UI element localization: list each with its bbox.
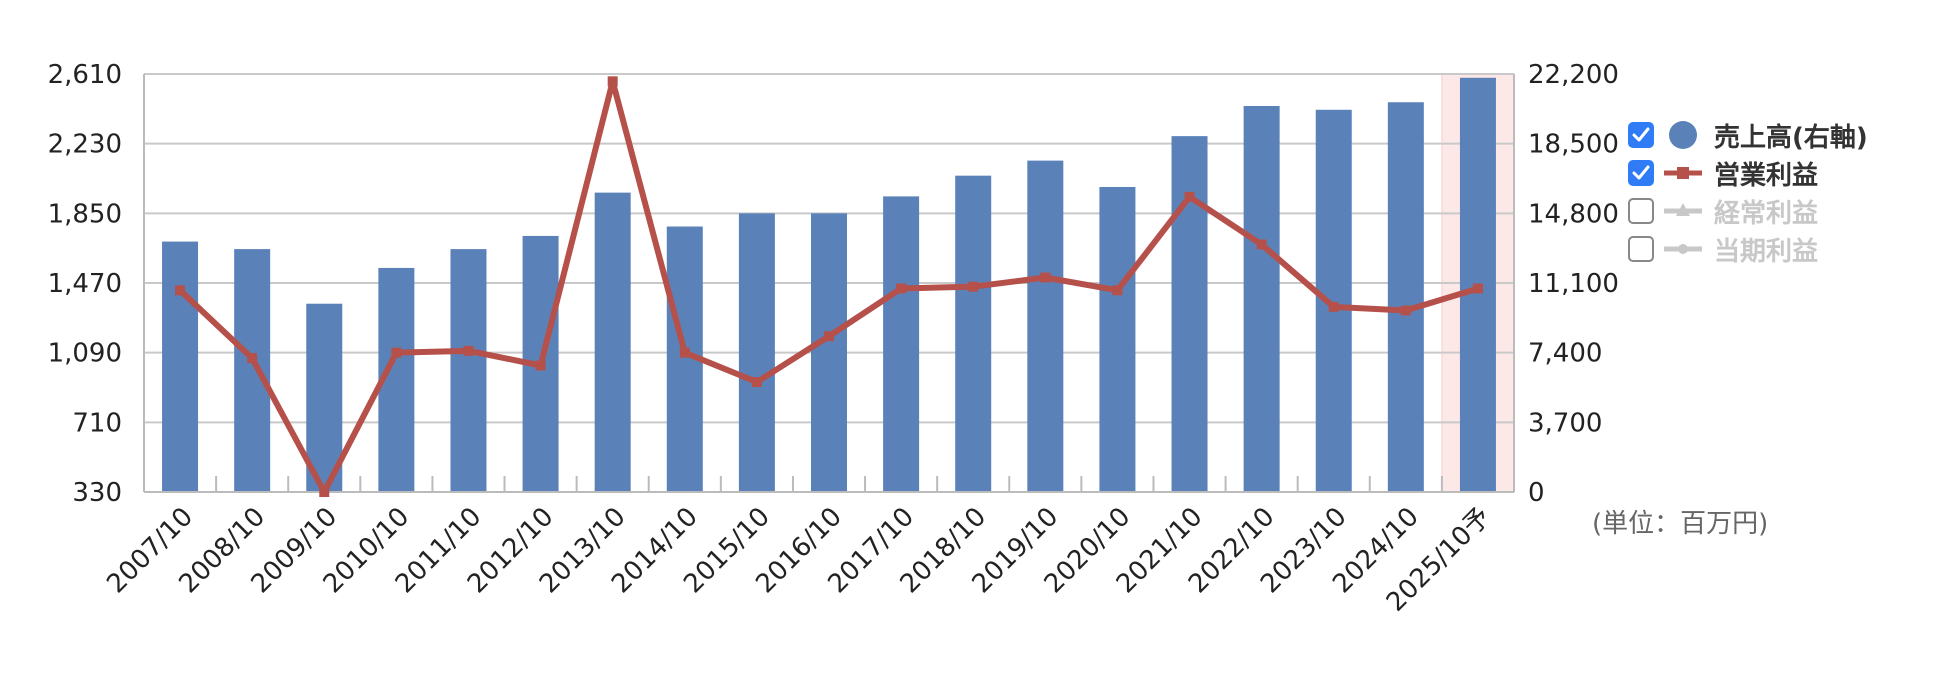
left-tick-label: 1,850 bbox=[48, 199, 122, 229]
line-point bbox=[1184, 191, 1195, 202]
line-point bbox=[896, 283, 907, 294]
bar bbox=[738, 213, 775, 493]
legend-item-sales[interactable]: 売上高(右軸) bbox=[1628, 116, 1868, 154]
axes bbox=[143, 74, 1515, 493]
line-point bbox=[1328, 301, 1339, 312]
legend-item-ordinary-profit[interactable]: 経常利益 bbox=[1628, 192, 1868, 230]
line-point bbox=[1112, 285, 1123, 296]
line-point bbox=[535, 360, 546, 371]
bar bbox=[1171, 136, 1208, 492]
left-tick-label: 2,610 bbox=[48, 60, 122, 90]
operating-profit-line bbox=[175, 76, 1483, 497]
sales-bars bbox=[162, 77, 1496, 493]
checkbox-operating-profit[interactable] bbox=[1628, 160, 1654, 186]
bar bbox=[234, 249, 271, 492]
line-point bbox=[679, 347, 690, 358]
bar bbox=[594, 192, 631, 492]
bar bbox=[1315, 109, 1352, 492]
x-axis-ticks: 2007/102008/102009/102010/102011/102012/… bbox=[101, 502, 1496, 618]
legend-label-net-profit: 当期利益 bbox=[1714, 236, 1819, 267]
line-point bbox=[1040, 272, 1051, 283]
legend-item-operating-profit[interactable]: 営業利益 bbox=[1628, 154, 1868, 192]
line-point bbox=[1256, 239, 1267, 250]
bar bbox=[306, 303, 343, 492]
left-axis-ticks: 330 710 1,090 1,470 1,850 2,230 2,610 bbox=[48, 60, 122, 508]
legend-label-sales: 売上高(右軸) bbox=[1714, 122, 1868, 153]
line-point bbox=[175, 285, 186, 296]
line-point bbox=[319, 487, 330, 497]
checkbox-net-profit[interactable] bbox=[1628, 236, 1654, 262]
line-point bbox=[391, 347, 402, 358]
bar bbox=[883, 196, 920, 492]
checkbox-sales[interactable] bbox=[1628, 122, 1654, 148]
right-tick-label: 11,100 bbox=[1528, 269, 1619, 299]
right-tick-label: 14,800 bbox=[1528, 199, 1619, 229]
line-point bbox=[824, 331, 834, 342]
legend-label-operating-profit: 営業利益 bbox=[1714, 160, 1819, 191]
legend: 売上高(右軸) 営業利益 経常利益 当期利益 bbox=[1628, 116, 1868, 268]
checkmark-icon bbox=[1632, 165, 1650, 180]
line-point bbox=[1472, 283, 1483, 294]
bar bbox=[162, 241, 199, 492]
bar bbox=[955, 175, 992, 493]
right-tick-label: 18,500 bbox=[1528, 130, 1619, 160]
right-tick-label: 3,700 bbox=[1528, 408, 1602, 438]
line-point bbox=[1400, 305, 1411, 316]
line-point bbox=[751, 377, 762, 387]
line-point bbox=[607, 76, 618, 87]
bar bbox=[1099, 186, 1136, 493]
circle-icon bbox=[1662, 121, 1704, 149]
right-tick-label: 7,400 bbox=[1528, 339, 1602, 369]
checkmark-icon bbox=[1632, 127, 1650, 142]
line-triangle-icon bbox=[1662, 198, 1704, 224]
line-point bbox=[247, 353, 258, 364]
left-tick-label: 1,090 bbox=[48, 339, 122, 369]
bar bbox=[450, 249, 487, 492]
legend-item-net-profit[interactable]: 当期利益 bbox=[1628, 230, 1868, 268]
left-tick-label: 330 bbox=[72, 478, 122, 508]
bar bbox=[1027, 160, 1064, 492]
bar bbox=[1243, 106, 1280, 493]
line-point bbox=[463, 345, 474, 356]
bar bbox=[811, 213, 847, 493]
line-square-icon bbox=[1662, 160, 1704, 186]
left-tick-label: 1,470 bbox=[48, 269, 122, 299]
line-point bbox=[968, 281, 979, 292]
right-tick-label: 0 bbox=[1528, 478, 1545, 508]
unit-label: (単位：百万円) bbox=[1592, 509, 1768, 539]
left-tick-label: 710 bbox=[72, 408, 122, 438]
bar bbox=[1387, 102, 1424, 493]
checkbox-ordinary-profit[interactable] bbox=[1628, 198, 1654, 224]
right-axis-ticks: 0 3,700 7,400 11,100 14,800 18,500 22,200 bbox=[1528, 60, 1619, 508]
left-tick-label: 2,230 bbox=[48, 130, 122, 160]
right-tick-label: 22,200 bbox=[1528, 60, 1619, 90]
line-circle-icon bbox=[1662, 236, 1704, 262]
legend-label-ordinary-profit: 経常利益 bbox=[1714, 198, 1819, 229]
